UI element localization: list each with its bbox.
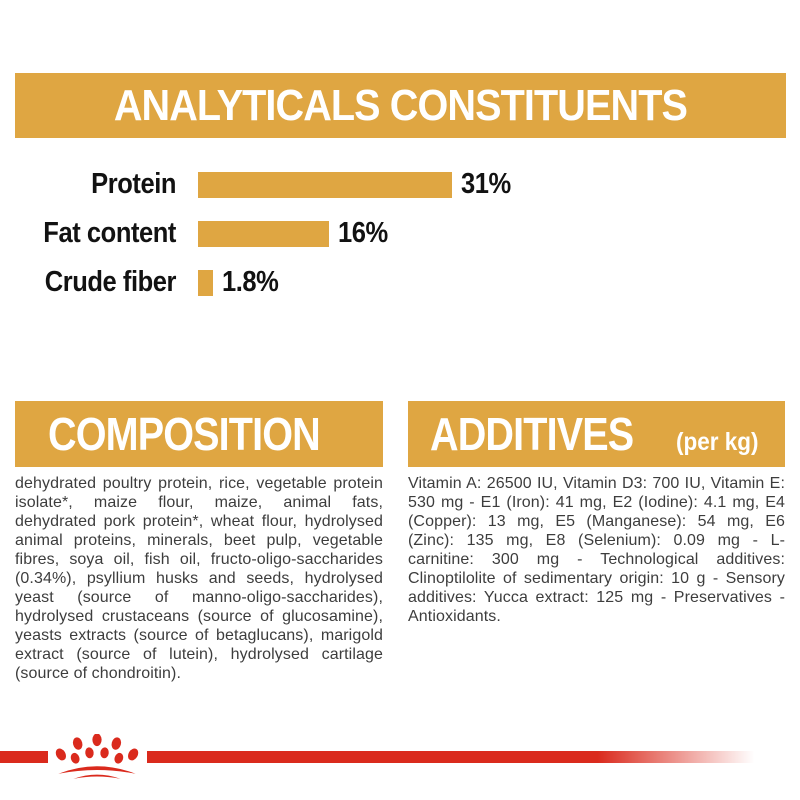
analyticals-header-title: ANALYTICALS CONSTITUENTS [113, 80, 688, 130]
chart-bar [198, 220, 329, 247]
composition-title: COMPOSITION [48, 408, 321, 460]
royal-canin-crown-paw-logo-icon [55, 734, 139, 779]
composition-section: COMPOSITION dehydrated poultry protein, … [15, 401, 383, 699]
chart-value-label: 16% [338, 217, 388, 249]
additives-unit-label: (per kg) [676, 428, 759, 456]
chart-category-label: Protein [91, 168, 176, 200]
chart-bar [198, 269, 213, 296]
chart-category-label: Fat content [43, 217, 176, 249]
chart-category-label: Crude fiber [44, 266, 177, 298]
footer-ribbon-left [0, 751, 48, 763]
chart-value-label: 31% [461, 168, 511, 200]
analytical-constituents-chart: Protein 31% Fat content 16% Crude fiber 1.8% [0, 160, 800, 307]
additives-header-bar: ADDITIVES (per kg) [408, 401, 785, 467]
additives-body: Vitamin A: 26500 IU, Vitamin D3: 700 IU,… [408, 475, 785, 625]
chart-row: Crude fiber 1.8% [0, 258, 800, 307]
chart-value-label: 1.8% [222, 266, 279, 298]
footer-ribbon-right [147, 751, 800, 763]
composition-body: dehydrated poultry protein, rice, vegeta… [15, 475, 383, 682]
composition-header-bar: COMPOSITION [15, 401, 383, 467]
analyticals-header-bar: ANALYTICALS CONSTITUENTS [15, 73, 786, 138]
chart-bar [198, 171, 452, 198]
chart-row: Fat content 16% [0, 209, 800, 258]
additives-section: ADDITIVES (per kg) Vitamin A: 26500 IU, … [408, 401, 785, 642]
chart-row: Protein 31% [0, 160, 800, 209]
additives-title: ADDITIVES [430, 408, 634, 460]
